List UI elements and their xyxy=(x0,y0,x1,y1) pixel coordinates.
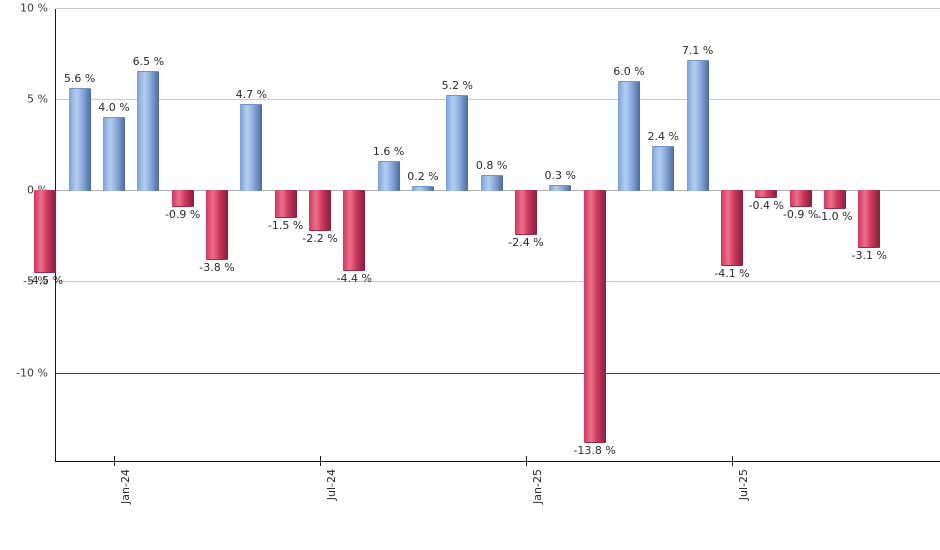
x-axis-tick xyxy=(114,456,115,466)
bar-value-label: -1.5 % xyxy=(267,219,304,233)
x-axis-tick xyxy=(319,456,321,466)
bar[interactable] xyxy=(720,190,743,266)
bar-value-label: -0.9 % xyxy=(782,208,819,222)
bar-value-label: 4.0 % xyxy=(98,101,130,114)
bar[interactable] xyxy=(755,190,778,199)
threshold-line xyxy=(56,372,940,374)
bar[interactable] xyxy=(789,190,812,208)
bar-value-label: 6.0 % xyxy=(613,64,645,78)
bar[interactable] xyxy=(240,104,263,191)
bar[interactable] xyxy=(858,190,881,248)
bar-value-label: -1.0 % xyxy=(817,210,853,224)
bar-value-label: -4.5 % xyxy=(27,274,64,288)
x-axis-tick xyxy=(731,456,733,466)
bar[interactable] xyxy=(480,175,503,191)
bar[interactable] xyxy=(617,80,640,191)
bar-value-label: -0.4 % xyxy=(748,199,784,213)
bar-value-label: 0.8 % xyxy=(475,159,508,173)
bar-value-label: -4.4 % xyxy=(336,272,373,286)
bar-value-label: -2.4 % xyxy=(508,235,544,249)
gridline xyxy=(56,281,940,283)
x-axis-line xyxy=(55,461,940,462)
bar-value-label: 6.5 % xyxy=(132,55,165,69)
bar-value-label: 2.4 % xyxy=(647,130,679,144)
x-axis-tick-label: Jul-25 xyxy=(736,469,750,501)
bar[interactable] xyxy=(823,190,846,210)
bar-value-label: 1.6 % xyxy=(372,144,405,158)
bar[interactable] xyxy=(274,190,297,219)
bar-value-label: -0.9 % xyxy=(164,208,201,222)
bar-value-label: 5.2 % xyxy=(441,79,474,93)
bar[interactable] xyxy=(514,190,537,235)
bar-value-label: 5.6 % xyxy=(63,71,96,85)
bar[interactable] xyxy=(686,60,709,191)
bar[interactable] xyxy=(583,190,606,443)
bar[interactable] xyxy=(103,117,125,191)
bar-value-label: 7.1 % xyxy=(681,44,714,58)
bar[interactable] xyxy=(377,160,400,191)
bar-value-label: 0.2 % xyxy=(407,170,439,184)
bar[interactable] xyxy=(446,95,469,191)
y-axis-tick-label: -5 % xyxy=(23,274,48,288)
bar[interactable] xyxy=(549,184,572,191)
bar-value-label: -2.2 % xyxy=(302,232,338,246)
bar[interactable] xyxy=(205,190,228,261)
bar-value-label: -13.8 % xyxy=(573,443,616,457)
bar[interactable] xyxy=(308,190,331,232)
y-axis-tick-label: 10 % xyxy=(20,1,48,14)
bar[interactable] xyxy=(411,186,434,191)
bar-value-label: 0.3 % xyxy=(544,168,577,182)
bar[interactable] xyxy=(343,190,366,272)
bar[interactable] xyxy=(137,71,160,191)
x-axis-tick-label: Jan-25 xyxy=(530,469,544,504)
bar-value-label: -3.1 % xyxy=(851,248,887,262)
y-axis-tick-label: 5 % xyxy=(27,92,48,106)
gridline xyxy=(56,7,940,9)
x-axis-tick-label: Jan-24 xyxy=(119,469,132,504)
bar-value-label: -3.8 % xyxy=(199,261,235,275)
bar[interactable] xyxy=(34,190,57,274)
bar-value-label: -4.1 % xyxy=(714,266,750,280)
bar[interactable] xyxy=(68,87,91,191)
gridline xyxy=(56,98,940,100)
y-axis-tick-label: -10 % xyxy=(16,366,48,379)
x-axis-tick-label: Jul-24 xyxy=(324,469,338,501)
bar[interactable] xyxy=(171,190,194,208)
bar[interactable] xyxy=(652,146,675,191)
x-axis-tick xyxy=(525,456,527,466)
bar-value-label: 4.7 % xyxy=(235,88,268,102)
